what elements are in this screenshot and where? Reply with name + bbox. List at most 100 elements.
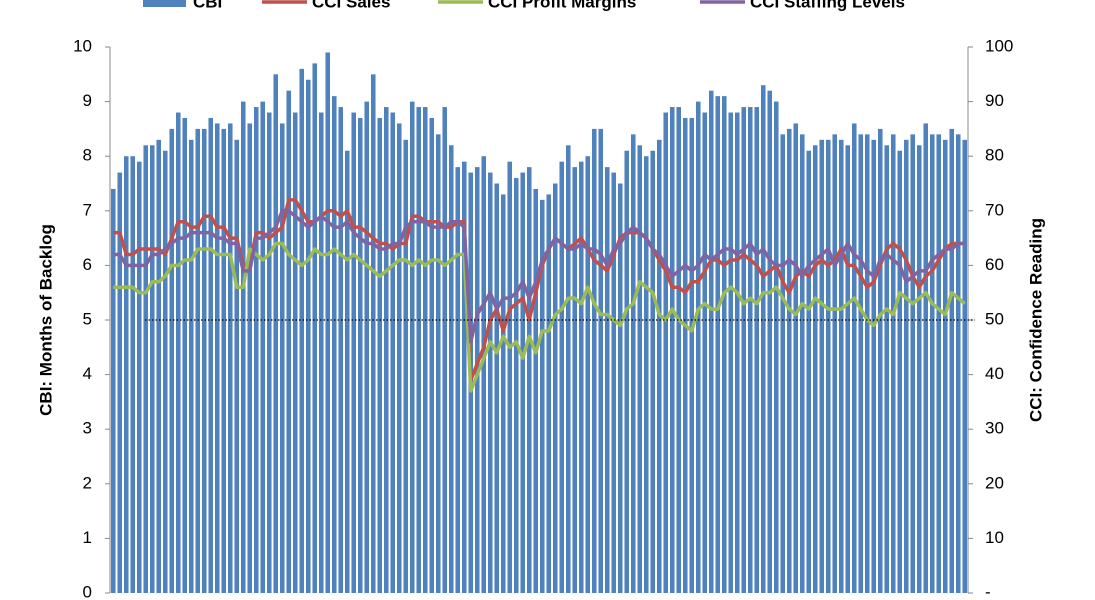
- bar: [494, 183, 500, 593]
- y-tick-label: 3: [83, 419, 92, 438]
- bar: [806, 150, 812, 594]
- y-tick-label: 1: [83, 528, 92, 547]
- bar: [481, 156, 487, 593]
- y2-tick-label: 50: [985, 309, 1004, 328]
- bar: [572, 167, 578, 593]
- bar: [117, 172, 123, 593]
- bar: [474, 167, 480, 593]
- bar: [351, 112, 357, 594]
- y-tick-label: 6: [83, 255, 92, 274]
- bar: [208, 117, 214, 593]
- bar: [598, 128, 604, 593]
- y-axis-title: CBI: Months of Backlog: [36, 224, 55, 416]
- bar: [942, 139, 948, 593]
- bar: [630, 134, 636, 594]
- y-tick-label: 2: [83, 473, 92, 492]
- bar: [234, 139, 240, 593]
- bar: [689, 117, 695, 593]
- bar: [136, 161, 142, 593]
- bar: [253, 107, 259, 593]
- bar: [325, 52, 331, 593]
- legend-label: CCI Profit Margins: [488, 0, 636, 11]
- bar: [162, 150, 168, 594]
- legend-label: CCI Staffing Levels: [750, 0, 905, 11]
- bar: [799, 134, 805, 594]
- bar: [864, 134, 870, 594]
- y2-tick-label: 20: [985, 473, 1004, 492]
- bar: [650, 150, 656, 594]
- bar: [812, 145, 818, 593]
- bar: [195, 128, 201, 593]
- bar: [266, 112, 272, 594]
- legend-label: CCI Sales: [312, 0, 390, 11]
- y-tick-label: 9: [83, 91, 92, 110]
- bar: [279, 123, 285, 593]
- bar: [838, 139, 844, 593]
- bar: [578, 161, 584, 593]
- y-tick-label: 0: [83, 582, 92, 600]
- y2-tick-label: 10: [985, 528, 1004, 547]
- bar: [747, 107, 753, 593]
- bar: [130, 156, 136, 593]
- bar: [832, 134, 838, 594]
- bar: [643, 156, 649, 593]
- bar: [741, 107, 747, 593]
- bar: [929, 134, 935, 594]
- bar: [851, 123, 857, 593]
- bar: [435, 134, 441, 594]
- bar: [682, 117, 688, 593]
- bar: [416, 107, 422, 593]
- bar: [370, 74, 376, 594]
- bar: [611, 172, 617, 593]
- bar: [734, 112, 740, 594]
- bar: [110, 188, 116, 593]
- y2-axis-title: CCI: Confidence Reading: [1026, 218, 1045, 422]
- y2-tick-label: 30: [985, 419, 1004, 438]
- bar: [188, 139, 194, 593]
- bar: [305, 79, 311, 593]
- bar: [936, 134, 942, 594]
- bar: [286, 90, 292, 594]
- bar: [656, 139, 662, 593]
- bar: [708, 90, 714, 594]
- bar: [604, 167, 610, 593]
- bar: [591, 128, 597, 593]
- bar: [377, 117, 383, 593]
- bar: [500, 194, 506, 594]
- bar: [487, 172, 493, 593]
- bar: [331, 96, 337, 593]
- bar: [955, 134, 961, 594]
- bar: [877, 128, 883, 593]
- bar: [292, 112, 298, 594]
- bar: [175, 112, 181, 594]
- y2-tick-label: 100: [985, 36, 1013, 55]
- bar: [318, 112, 324, 594]
- bar: [565, 145, 571, 593]
- line: [113, 209, 965, 344]
- bar: [702, 112, 708, 594]
- bar: [695, 101, 701, 593]
- bar: [383, 107, 389, 593]
- bar: [273, 74, 279, 594]
- bar: [461, 161, 467, 593]
- bar: [767, 90, 773, 594]
- bar: [442, 107, 448, 593]
- bar: [624, 150, 630, 594]
- bar: [715, 96, 721, 593]
- bar: [871, 139, 877, 593]
- y2-tick-label: -: [985, 582, 991, 600]
- bar: [149, 145, 155, 593]
- bar: [949, 128, 955, 593]
- bar: [773, 101, 779, 593]
- bar: [299, 68, 305, 594]
- bar: [825, 139, 831, 593]
- bar: [156, 139, 162, 593]
- bar: [403, 139, 409, 593]
- legend-swatch: [143, 0, 186, 7]
- y-tick-label: 8: [83, 146, 92, 165]
- bar: [916, 145, 922, 593]
- bar: [429, 117, 435, 593]
- bar: [617, 183, 623, 593]
- bar: [201, 128, 207, 593]
